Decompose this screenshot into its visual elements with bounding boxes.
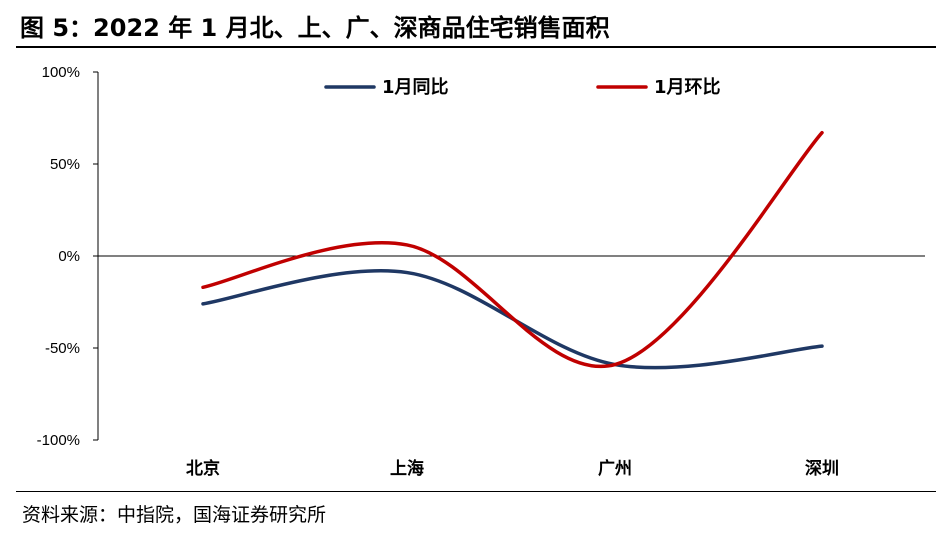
source-note: 资料来源：中指院，国海证券研究所 bbox=[22, 504, 327, 526]
y-tick-label: 100% bbox=[42, 64, 80, 81]
legend-label-2: 1月环比 bbox=[654, 77, 721, 98]
figure-title: 图 5：2022 年 1 月北、上、广、深商品住宅销售面积 bbox=[20, 14, 610, 42]
legend-label-1: 1月同比 bbox=[382, 77, 449, 98]
y-tick-label: 0% bbox=[58, 248, 80, 265]
footer-rule bbox=[16, 491, 936, 492]
line-chart: 100% 50% 0% -50% -100% 北京 上海 广州 深圳 1月同比 1月环比 bbox=[37, 64, 925, 479]
series-line-2 bbox=[201, 130, 824, 369]
y-tick-label: 50% bbox=[50, 156, 80, 173]
title-rule bbox=[16, 46, 936, 48]
x-category-label: 广州 bbox=[598, 458, 632, 479]
x-category-label: 北京 bbox=[186, 458, 220, 479]
x-category-label: 深圳 bbox=[805, 458, 839, 479]
y-tick-label: -100% bbox=[37, 432, 80, 449]
x-category-label: 上海 bbox=[390, 458, 424, 479]
y-tick-label: -50% bbox=[45, 340, 80, 357]
